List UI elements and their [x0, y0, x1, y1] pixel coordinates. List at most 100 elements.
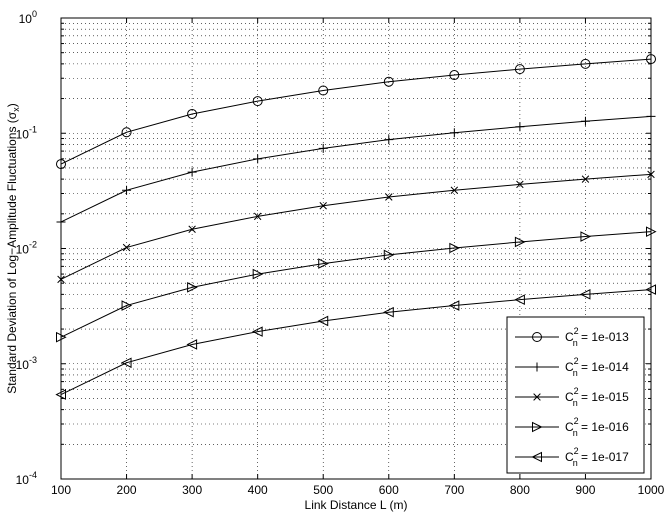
marker-triangle-right [449, 242, 460, 254]
marker-plus [318, 143, 328, 153]
y-tick-label-base: 10 [19, 12, 33, 26]
legend-label-sup: 2 [574, 416, 579, 426]
marker-circle [514, 64, 525, 75]
y-tick-label: 100 [19, 9, 37, 26]
x-tick-label: 500 [313, 483, 333, 497]
marker-circle [449, 70, 460, 81]
marker-x [450, 186, 459, 195]
y-tick-label: 10-1 [16, 124, 37, 141]
y-tick-label-base: 10 [16, 127, 30, 141]
marker-triangle-left [579, 289, 591, 300]
y-tick-label-exponent: -3 [29, 355, 37, 365]
marker-triangle-left [383, 306, 394, 318]
y-axis-label-main: Standard Deviation of Log−Amplitude Fluc… [5, 111, 19, 393]
marker-triangle-right [383, 249, 395, 261]
marker-plus [449, 128, 459, 138]
marker-x [188, 225, 196, 233]
legend-label: C2 n = 1e-017 [565, 446, 629, 468]
marker-plus [253, 154, 263, 164]
x-tick-label: 800 [510, 483, 530, 497]
marker-plus [532, 362, 542, 372]
marker-triangle-right [532, 421, 543, 433]
marker-circle [252, 96, 263, 107]
legend-label: C2 n = 1e-014 [565, 356, 629, 378]
series-line-1 [60, 58, 652, 165]
x-tick-label: 400 [248, 483, 268, 497]
legend-entry: C2 n = 1e-013 [515, 326, 629, 348]
legend-label-value: = 1e-014 [578, 360, 629, 374]
y-tick-label: 10-3 [16, 355, 37, 372]
series-line-2 [60, 115, 652, 223]
y-tick-label-base: 10 [16, 358, 30, 372]
legend-label-main: C [565, 420, 574, 434]
legend-label: C2 n = 1e-015 [565, 386, 629, 408]
legend-box [506, 316, 645, 474]
marker-plus [122, 185, 132, 195]
marker-triangle-left [531, 451, 542, 463]
marker-triangle-right [121, 300, 133, 311]
legend-label-sub: n [573, 428, 578, 438]
series-lines [60, 58, 652, 396]
marker-circle [580, 58, 591, 69]
series-line-3 [60, 173, 652, 280]
marker-circle [187, 108, 198, 119]
marker-circle [383, 76, 394, 87]
x-tick-label: 300 [182, 483, 202, 497]
legend-label-sub: n [573, 458, 578, 468]
y-axis-label-sub: x [11, 107, 21, 112]
legend-label-main: C [565, 360, 574, 374]
x-tick-label: 1000 [638, 483, 665, 497]
legend-entry: C2 n = 1e-016 [515, 416, 629, 438]
legend-label-sub: n [573, 338, 578, 348]
marker-triangle-left [120, 357, 132, 369]
x-tick-label: 700 [444, 483, 464, 497]
legend-label-sub: n [573, 398, 578, 408]
marker-x [253, 212, 262, 221]
x-tick-label: 100 [51, 483, 71, 497]
marker-triangle-left [448, 300, 460, 311]
y-tick-label-base: 10 [16, 473, 30, 487]
marker-triangle-right [514, 236, 526, 248]
marker-triangle-right [187, 282, 198, 293]
y-tick-label: 10-2 [16, 240, 37, 257]
legend-label-value: = 1e-016 [578, 420, 629, 434]
legend-label-value: = 1e-015 [578, 390, 629, 404]
marker-x [122, 243, 131, 252]
legend-label-main: C [565, 330, 574, 344]
marker-circle [318, 85, 329, 96]
marker-circle [532, 332, 542, 342]
legend-label-sup: 2 [574, 326, 579, 336]
marker-triangle-right [252, 268, 264, 280]
marker-x [319, 202, 327, 210]
legend-label-sup: 2 [574, 446, 579, 456]
marker-circle [121, 127, 132, 138]
legend-label-value: = 1e-017 [578, 450, 629, 464]
marker-triangle-left [514, 294, 525, 305]
marker-plus [384, 135, 394, 145]
y-tick-label-exponent: -1 [29, 124, 37, 134]
x-axis-label: Link Distance L (m) [305, 498, 408, 512]
series-line-5 [60, 289, 652, 396]
marker-triangle-right [580, 231, 592, 242]
marker-triangle-right [318, 258, 329, 269]
legend-entry: C2 n = 1e-014 [515, 356, 629, 378]
marker-triangle-left [317, 315, 329, 327]
y-axis-label-close: ) [5, 103, 19, 107]
marker-x [533, 393, 541, 401]
x-tick-label: 900 [575, 483, 595, 497]
series-line-4 [60, 231, 652, 338]
marker-triangle-left [252, 326, 263, 337]
legend-label-value: = 1e-013 [578, 330, 629, 344]
marker-plus [580, 116, 590, 126]
legend-label-sub: n [573, 368, 578, 378]
y-tick-label-exponent: 0 [32, 9, 37, 19]
legend-label-sup: 2 [574, 386, 579, 396]
legend-entry: C2 n = 1e-015 [515, 386, 629, 408]
y-tick-label-exponent: -4 [29, 470, 37, 480]
y-tick-label-exponent: -2 [29, 240, 37, 250]
legend-label-main: C [565, 390, 574, 404]
x-tick-labels: 100 200 300 400 500 600 700 800 900 1000 [51, 483, 665, 497]
